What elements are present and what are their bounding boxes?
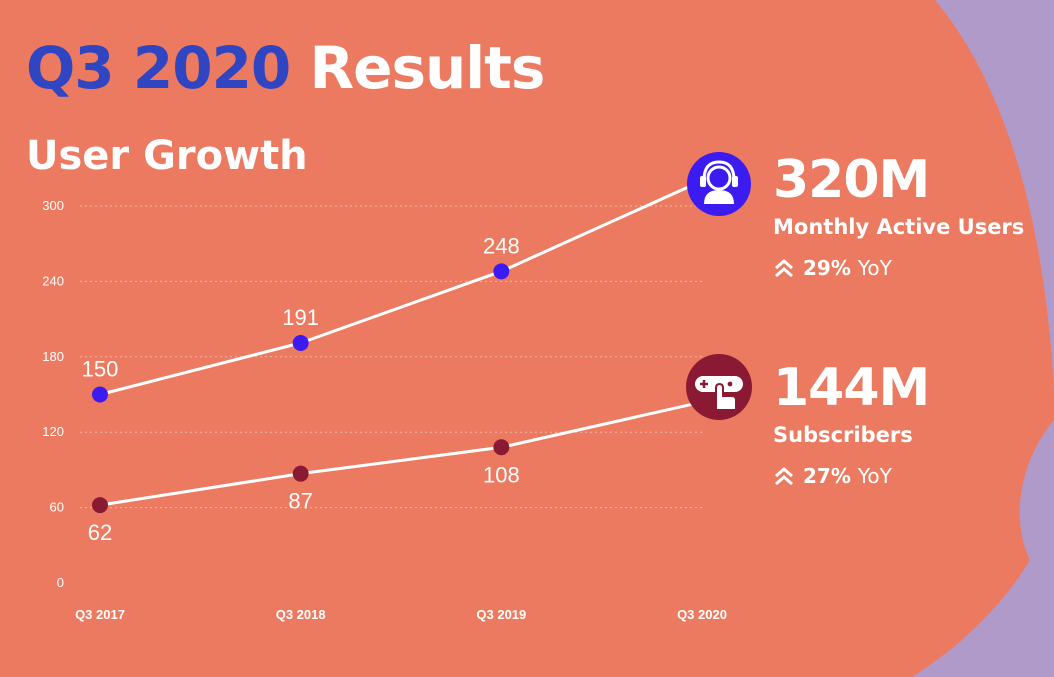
subs-yoy-suffix: YoY [857,464,892,488]
subs-yoy-percent: 27% [803,464,851,488]
chart-subtitle: User Growth [26,133,308,179]
hand-tap-button-icon [686,354,752,420]
y-tick-label: 300 [42,198,64,213]
data-label: 191 [282,305,319,330]
series-line [99,179,703,396]
headset-user-icon [687,152,751,216]
mau-yoy: 29% YoY [773,254,1024,282]
data-point [493,439,510,456]
data-label: 108 [483,462,520,487]
data-point [493,263,510,280]
subs-yoy: 27% YoY [773,462,929,490]
data-point [292,465,309,482]
data-label: 87 [288,489,312,514]
mau-label: Monthly Active Users [773,215,1025,239]
data-point [92,386,108,403]
x-tick-label: Q3 2020 [677,607,727,622]
x-tick-label: Q3 2017 [75,607,125,622]
y-tick-label: 60 [50,500,64,515]
y-tick-label: 0 [57,575,64,590]
double-chevron-up-icon [775,259,793,278]
x-tick-label: Q3 2018 [276,607,326,622]
title-rest: Results [309,34,545,102]
data-label: 150 [82,357,119,382]
mau-yoy-percent: 29% [803,256,851,280]
chart-grid [80,205,705,509]
data-point [92,497,108,514]
mau-badge [687,152,751,216]
y-tick-label: 240 [42,273,64,288]
y-axis: 0 60 120 180 240 300 [42,198,64,590]
subs-value: 144M [773,358,930,418]
mau-value: 320M [773,150,930,210]
series-line [99,400,703,507]
double-chevron-up-icon [775,467,793,486]
y-tick-label: 180 [42,349,64,364]
data-point [292,334,309,351]
mau-yoy-suffix: YoY [857,256,892,280]
data-label: 248 [483,233,520,258]
x-tick-label: Q3 2019 [476,607,526,622]
data-label: 62 [88,520,112,545]
subs-label: Subscribers [773,423,913,447]
mau-stat: 320M Monthly Active Users 29% YoY [773,152,1024,282]
title-accent: Q3 2020 [26,34,291,102]
subs-badge [686,354,752,420]
subs-stat: 144M Subscribers 27% YoY [773,358,930,490]
y-tick-label: 120 [42,424,64,439]
page-title: Q3 2020 Results [26,30,545,106]
chart-series: 150 191 248 62 87 108 [82,179,703,545]
x-axis: Q3 2017 Q3 2018 Q3 2019 Q3 2020 [75,607,727,622]
